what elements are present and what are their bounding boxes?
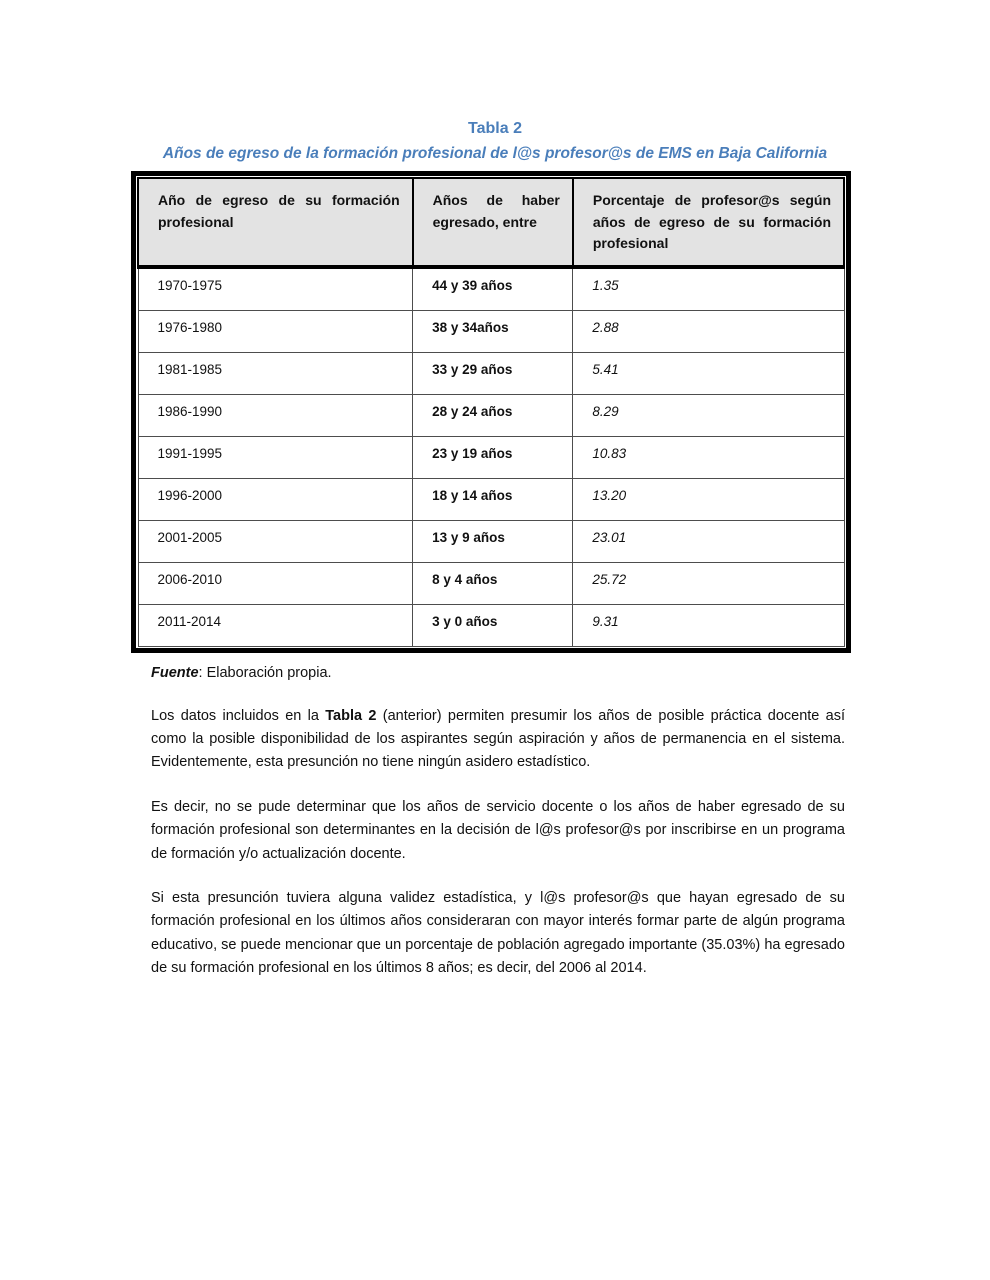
table-number-title: Tabla 2 <box>468 120 522 137</box>
table-frame: Año de egreso de su formación profesiona… <box>131 171 851 653</box>
header-cell-years-since: Años de haber egresado, entre <box>411 177 574 268</box>
source-text: : Elaboración propia. <box>198 664 332 681</box>
cell-percentage: 5.41 <box>572 351 845 395</box>
table-row: 1981-1985 33 y 29 años 5.41 <box>137 351 845 395</box>
cell-period: 1996-2000 <box>137 477 414 521</box>
cell-period: 2011-2014 <box>137 603 414 647</box>
paragraph-1: Los datos incluidos en la Tabla 2 (anter… <box>151 705 845 775</box>
table-row: 1970-1975 44 y 39 años 1.35 <box>137 266 845 311</box>
cell-years-since: 3 y 0 años <box>412 603 574 647</box>
table-subtitle: Años de egreso de la formación profesion… <box>162 145 828 162</box>
header-cell-percentage: Porcentaje de profesor@s según años de e… <box>571 177 846 268</box>
cell-years-since: 18 y 14 años <box>412 477 574 521</box>
header-cell-period: Año de egreso de su formación profesiona… <box>137 177 414 268</box>
cell-percentage: 1.35 <box>572 266 845 311</box>
cell-years-since: 8 y 4 años <box>412 561 574 605</box>
table-row: 1991-1995 23 y 19 años 10.83 <box>137 435 845 479</box>
cell-percentage: 13.20 <box>572 477 845 521</box>
cell-percentage: 2.88 <box>572 309 845 353</box>
table-header-row: Año de egreso de su formación profesiona… <box>137 177 846 268</box>
cell-percentage: 9.31 <box>572 603 845 647</box>
table-row: 2011-2014 3 y 0 años 9.31 <box>137 603 845 647</box>
cell-period: 2001-2005 <box>137 519 414 563</box>
cell-years-since: 38 y 34años <box>412 309 574 353</box>
paragraph-2: Es decir, no se pude determinar que los … <box>151 798 845 862</box>
cell-period: 1970-1975 <box>137 266 414 311</box>
table-row: 1996-2000 18 y 14 años 13.20 <box>137 477 845 521</box>
cell-percentage: 23.01 <box>572 519 845 563</box>
table-row: 1976-1980 38 y 34años 2.88 <box>137 309 845 353</box>
paragraph-3: Si esta presunción tuviera alguna valide… <box>151 889 845 977</box>
cell-years-since: 28 y 24 años <box>412 393 574 437</box>
cell-percentage: 8.29 <box>572 393 845 437</box>
cell-percentage: 25.72 <box>572 561 845 605</box>
paragraph-1-text-after: (anterior) permiten presumir los años de… <box>151 707 846 771</box>
cell-period: 1986-1990 <box>137 393 414 437</box>
source-label: Fuente <box>151 664 199 681</box>
table-row: 1986-1990 28 y 24 años 8.29 <box>137 393 845 437</box>
data-table: Año de egreso de su formación profesiona… <box>137 177 846 647</box>
paragraph-1-text-before: Los datos incluidos en la <box>151 707 326 724</box>
cell-period: 1981-1985 <box>137 351 414 395</box>
cell-years-since: 33 y 29 años <box>412 351 574 395</box>
cell-period: 2006-2010 <box>137 561 414 605</box>
cell-period: 1991-1995 <box>137 435 414 479</box>
cell-years-since: 13 y 9 años <box>412 519 574 563</box>
table-row: 2006-2010 8 y 4 años 25.72 <box>137 561 845 605</box>
paragraph-1-bold-ref: Tabla 2 <box>325 707 377 724</box>
cell-period: 1976-1980 <box>137 309 414 353</box>
cell-percentage: 10.83 <box>572 435 845 479</box>
cell-years-since: 44 y 39 años <box>412 266 574 311</box>
table-row: 2001-2005 13 y 9 años 23.01 <box>137 519 845 563</box>
source-note: Fuente: Elaboración propia. <box>151 662 845 684</box>
cell-years-since: 23 y 19 años <box>412 435 574 479</box>
